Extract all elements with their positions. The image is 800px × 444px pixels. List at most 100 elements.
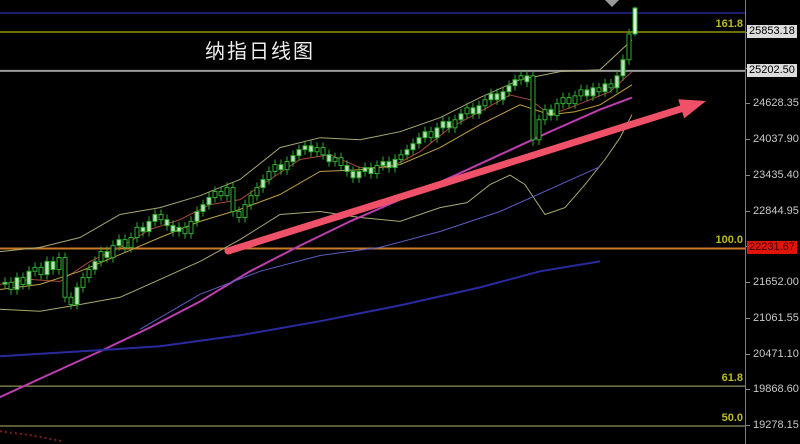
- fib-level-label-fib-61-8: 61.8: [721, 372, 743, 385]
- candle-body: [374, 164, 380, 175]
- price-tick-label: 19868.60: [753, 383, 799, 396]
- axis-tick-mark: [746, 282, 750, 284]
- candle-body: [392, 159, 398, 169]
- candle-body: [482, 99, 488, 107]
- price-line-label-fib-161-8: 25853.18: [747, 25, 797, 38]
- candle-body: [230, 187, 236, 213]
- candle-body: [128, 237, 134, 248]
- candle-body: [554, 103, 560, 117]
- candle-body: [122, 239, 128, 248]
- axis-tick-mark: [746, 103, 750, 105]
- candle-body: [446, 121, 452, 129]
- candle-body: [20, 277, 26, 285]
- candle-body: [80, 277, 86, 288]
- candle-body: [302, 145, 308, 151]
- candle-body: [500, 91, 506, 101]
- candle-body: [344, 164, 350, 172]
- trend-arrow-head: [678, 99, 706, 119]
- candle-body: [320, 147, 326, 156]
- candlestick-chart-canvas[interactable]: [0, 0, 746, 444]
- candle-body: [572, 95, 578, 105]
- candle-body: [32, 266, 38, 272]
- candle-body: [116, 239, 122, 247]
- candle-body: [608, 83, 614, 89]
- candle-body: [284, 161, 290, 171]
- candle-body: [194, 211, 200, 222]
- candle-body: [536, 119, 542, 141]
- candle-body: [620, 59, 626, 77]
- candle-body: [362, 167, 368, 172]
- candle-body: [596, 87, 602, 93]
- axis-tick-mark: [746, 353, 750, 355]
- candle-body: [44, 260, 50, 276]
- price-tick-label: 23435.40: [753, 168, 799, 181]
- candle-body: [332, 157, 338, 163]
- candle-body: [164, 219, 170, 227]
- overlay-ma-slow-blue: [0, 260, 601, 358]
- candle-body: [212, 190, 218, 198]
- candle-body: [92, 260, 98, 271]
- candle-body: [68, 296, 74, 305]
- candle-body: [206, 196, 212, 206]
- candle-body: [56, 257, 62, 271]
- axis-tick-mark: [746, 317, 750, 319]
- candle-body: [38, 266, 44, 276]
- candle-body: [236, 211, 242, 218]
- candle-body: [464, 107, 470, 115]
- price-tick-label: 22844.95: [753, 204, 799, 217]
- candle-body: [8, 281, 14, 291]
- candle-body: [518, 75, 524, 81]
- candle-body: [134, 226, 140, 239]
- overlay-ma-fast-red: [0, 71, 633, 285]
- overlay-ma-magenta: [0, 96, 633, 399]
- candle-body: [158, 214, 164, 221]
- axis-tick-mark: [746, 174, 750, 176]
- candle-body: [296, 149, 302, 157]
- chart-title: 纳指日线图: [205, 39, 315, 63]
- price-tick-label: 21061.55: [753, 311, 799, 324]
- candle-body: [380, 161, 386, 166]
- candle-body: [200, 204, 206, 213]
- candle-body: [266, 170, 272, 181]
- candle-body: [524, 75, 530, 83]
- candle-body: [314, 147, 320, 153]
- candle-body: [308, 145, 314, 153]
- candle-body: [254, 187, 260, 197]
- candle-body: [452, 119, 458, 129]
- overlay-bollinger-lower: [0, 114, 633, 312]
- candle-body: [410, 143, 416, 151]
- candle-body: [476, 105, 482, 115]
- candle-body: [602, 83, 608, 93]
- candle-body: [278, 164, 284, 171]
- candle-body: [428, 131, 434, 139]
- price-tick-label: 20471.10: [753, 347, 799, 360]
- candle-body: [2, 281, 8, 285]
- candle-body: [386, 161, 392, 169]
- candle-body: [398, 154, 404, 161]
- candle-body: [170, 225, 176, 233]
- price-axis: 24628.35 24037.90 23435.40 22844.95 21652.00…: [745, 0, 800, 444]
- candle-body: [146, 220, 152, 233]
- candle-body: [632, 7, 638, 35]
- candle-body: [368, 167, 374, 175]
- price-line-label-resistance-line: 25202.50: [747, 63, 797, 77]
- price-tick-label: 24037.90: [753, 133, 799, 146]
- price-tick-label: 21652.00: [753, 276, 799, 289]
- fib-level-label-fib-161-8: 161.8: [715, 18, 743, 30]
- candle-body: [356, 170, 362, 179]
- candle-body: [338, 157, 344, 166]
- axis-tick-mark: [746, 425, 750, 427]
- candle-body: [548, 109, 554, 117]
- candle-body: [350, 170, 356, 179]
- candle-body: [110, 245, 116, 259]
- candle-body: [422, 131, 428, 139]
- candle-body: [98, 251, 104, 262]
- candle-body: [626, 33, 632, 61]
- candle-body: [404, 149, 410, 156]
- candle-body: [470, 107, 476, 115]
- overlay-sar-dots: [0, 430, 63, 443]
- candle-body: [188, 220, 194, 235]
- candle-body: [530, 75, 536, 141]
- candle-body: [62, 257, 68, 298]
